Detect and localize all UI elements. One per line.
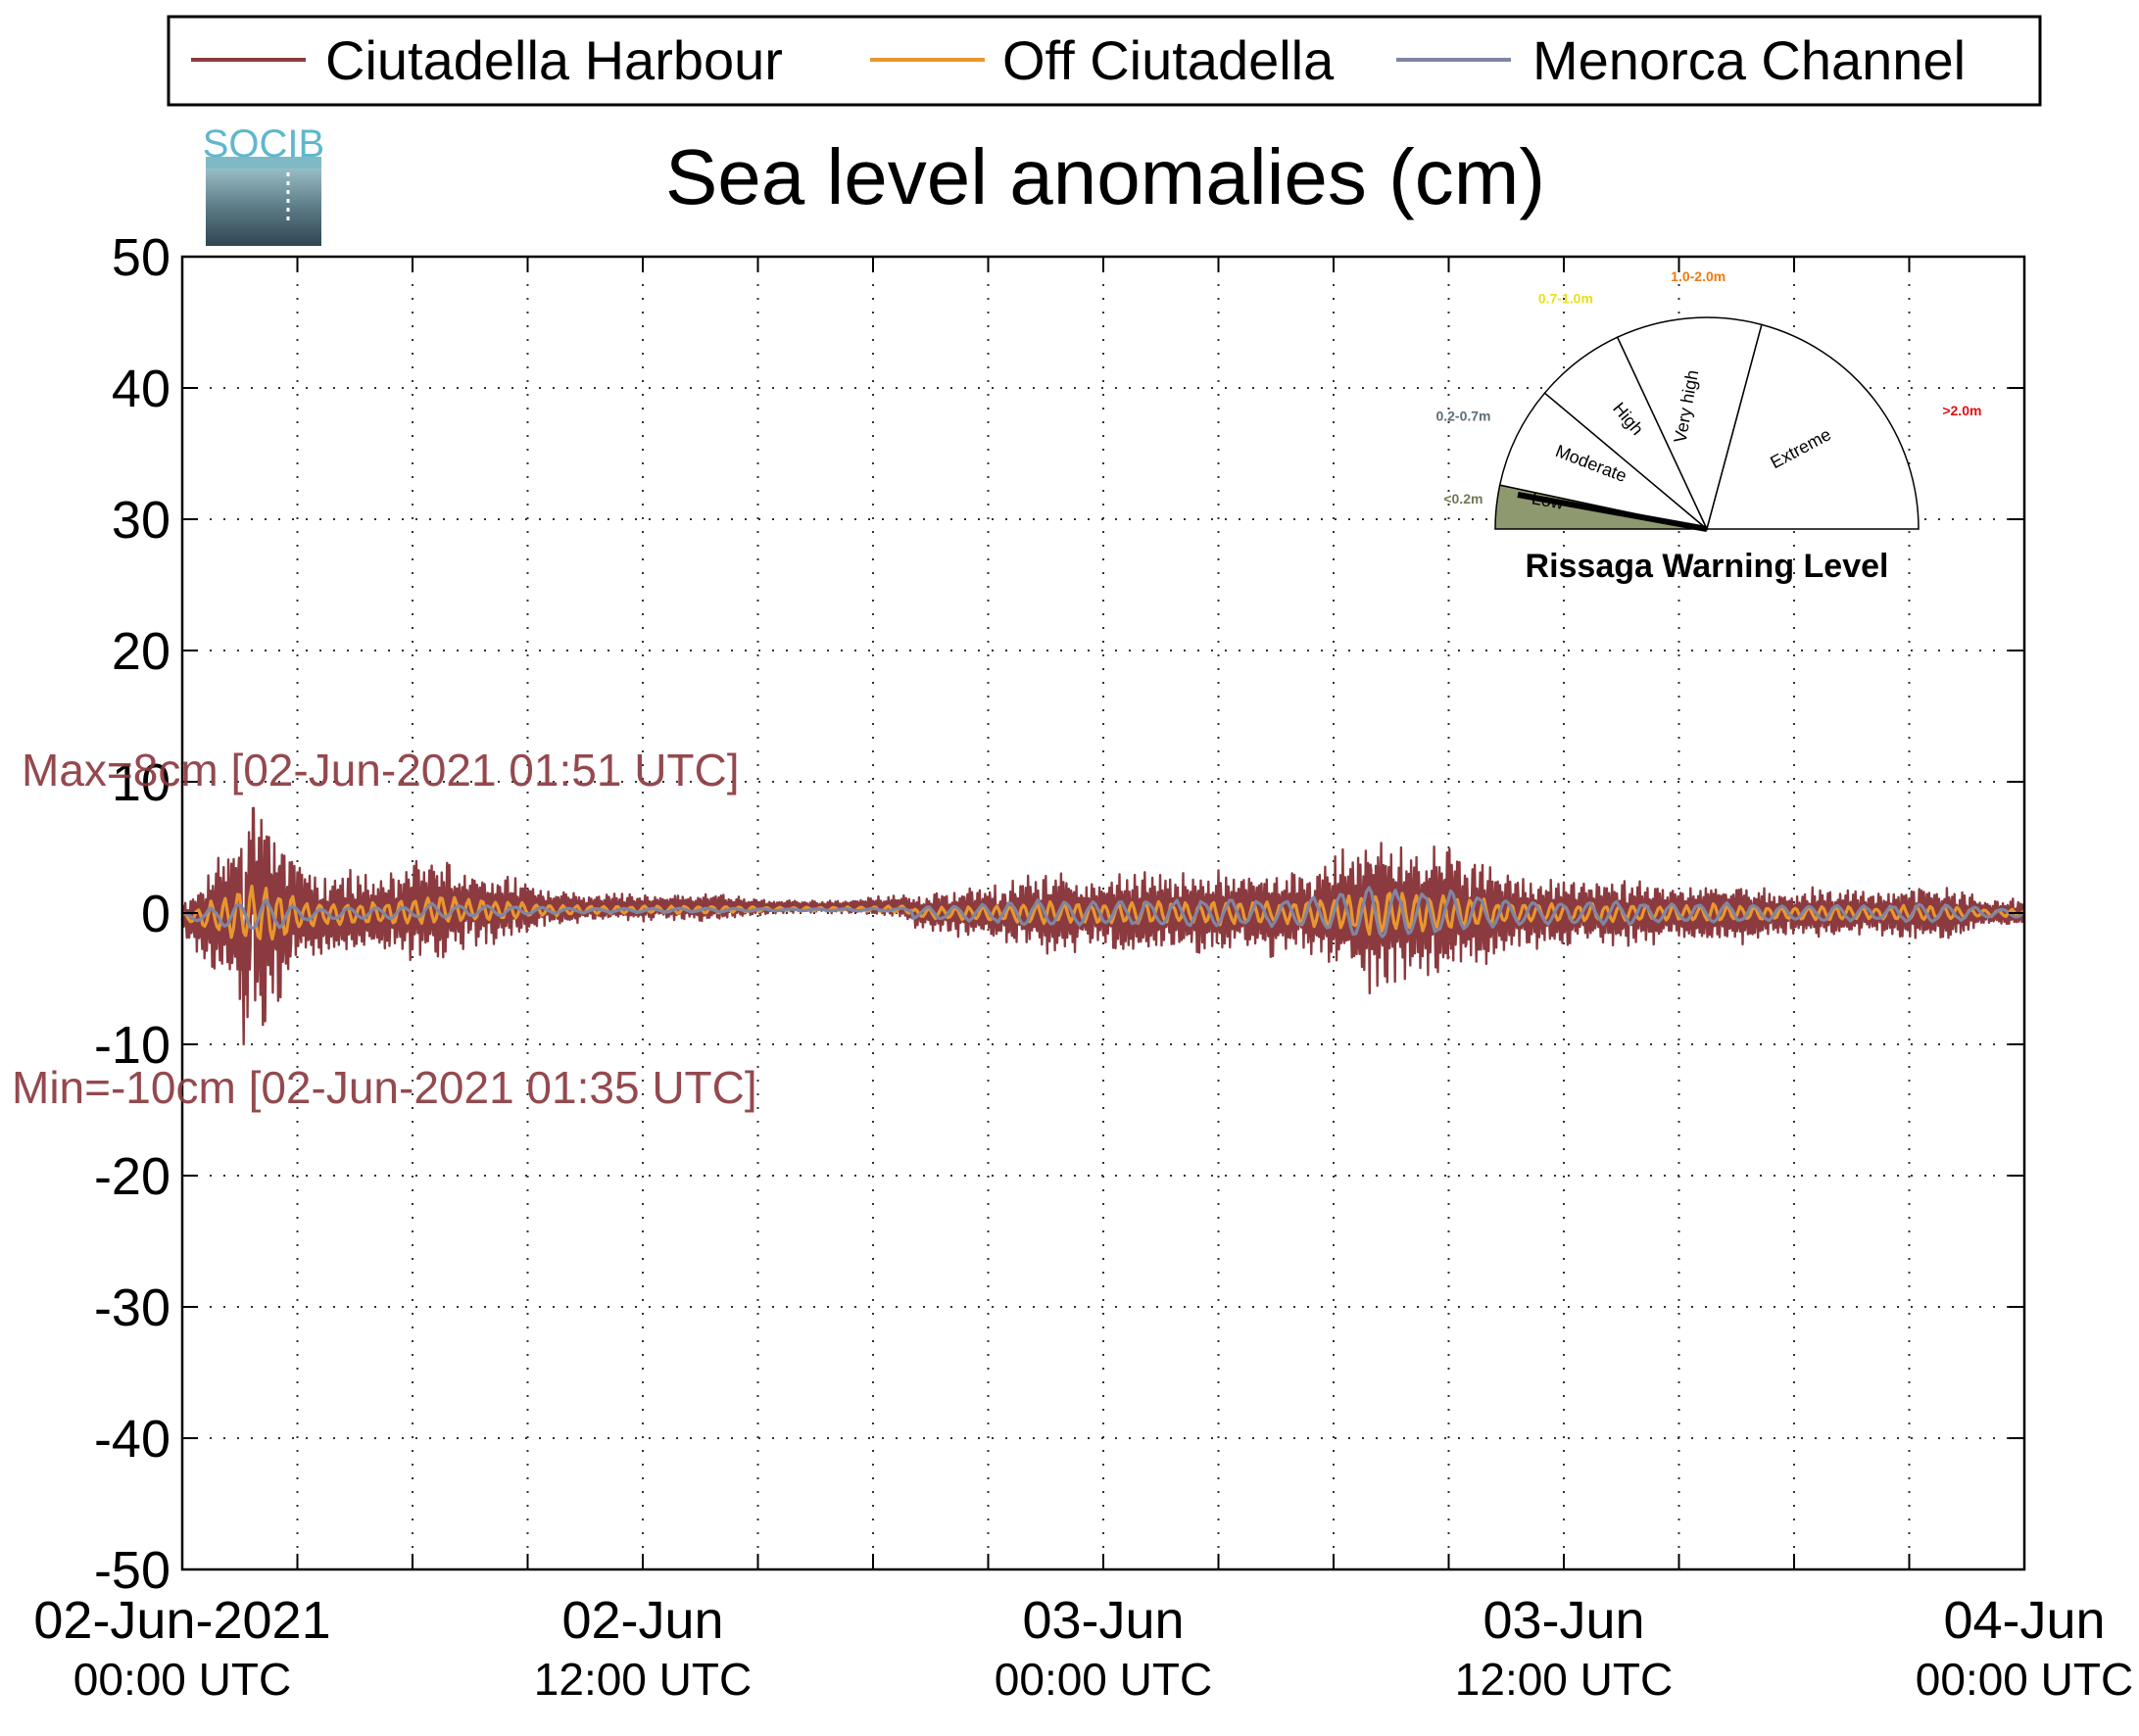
gauge-sector-very-high bbox=[1616, 316, 1763, 532]
legend-box bbox=[167, 15, 2042, 107]
x-tick-label-date: 02-Jun-2021 bbox=[33, 1591, 330, 1650]
socib-logo: SOCIB bbox=[203, 122, 324, 246]
logo-text: SOCIB bbox=[203, 122, 324, 166]
y-tick-label: 0 bbox=[141, 885, 170, 943]
gauge-range-label: 0.7-1.0m bbox=[1538, 290, 1593, 306]
gauge-needle bbox=[1517, 492, 1708, 532]
gauge-sector-extreme bbox=[1706, 323, 1920, 530]
gauge-range-label: >2.0m bbox=[1942, 403, 1981, 418]
gauge-range-label: 0.2-0.7m bbox=[1435, 408, 1490, 423]
y-tick-label: 40 bbox=[112, 360, 170, 418]
y-tick-label: 50 bbox=[112, 228, 170, 287]
min-annotation: Min=-10cm [02-Jun-2021 01:35 UTC] bbox=[12, 1062, 757, 1113]
series-layer bbox=[180, 806, 2026, 1046]
x-tick-label-time: 00:00 UTC bbox=[73, 1654, 291, 1705]
x-tick-label-date: 02-Jun bbox=[561, 1591, 723, 1650]
x-tick-label-date: 03-Jun bbox=[1483, 1591, 1644, 1650]
chart-title: Sea level anomalies (cm) bbox=[665, 133, 1545, 220]
rissaga-warning-gauge: Low<0.2mModerate0.2-0.7mHigh0.7-1.0mVery… bbox=[1435, 268, 1981, 585]
legend-label-menorca-channel: Menorca Channel bbox=[1532, 29, 1966, 91]
axis-ticks bbox=[182, 256, 2024, 1570]
logo-band bbox=[206, 157, 321, 169]
x-tick-label-time: 00:00 UTC bbox=[1916, 1654, 2133, 1705]
x-tick-label-date: 03-Jun bbox=[1022, 1591, 1184, 1650]
y-tick-label: 30 bbox=[112, 491, 170, 550]
y-tick-label: -30 bbox=[94, 1278, 170, 1337]
y-tick-label: -20 bbox=[94, 1147, 170, 1206]
max-annotation: Max=8cm [02-Jun-2021 01:51 UTC] bbox=[22, 745, 740, 796]
gauge-range-label: <0.2m bbox=[1443, 491, 1483, 506]
legend-label-ciutadella-harbour: Ciutadella Harbour bbox=[325, 29, 783, 91]
legend-label-off-ciutadella: Off Ciutadella bbox=[1002, 29, 1335, 91]
legend: Ciutadella Harbour Off Ciutadella Menorc… bbox=[167, 15, 2042, 107]
y-tick-labels: 50 40 30 20 10 0 -10 -20 -30 -40 -50 bbox=[94, 228, 170, 1600]
x-tick-label-time: 12:00 UTC bbox=[534, 1654, 752, 1705]
y-tick-label: -10 bbox=[94, 1016, 170, 1075]
gauge-sector-moderate bbox=[1498, 392, 1708, 530]
series-line-menorca-channel bbox=[181, 886, 2026, 939]
gauge-title: Rissaga Warning Level bbox=[1526, 548, 1889, 585]
x-tick-label-date: 04-Jun bbox=[1943, 1591, 2105, 1650]
series-line-off-ciutadella bbox=[181, 884, 2026, 941]
logo-block bbox=[206, 165, 321, 246]
y-tick-label: 10 bbox=[112, 753, 170, 812]
x-tick-label-time: 00:00 UTC bbox=[995, 1654, 1212, 1705]
y-tick-label: 20 bbox=[112, 622, 170, 681]
gauge-range-label: 1.0-2.0m bbox=[1671, 268, 1726, 284]
y-tick-label: -40 bbox=[94, 1410, 170, 1469]
gauge-sectors: Low<0.2mModerate0.2-0.7mHigh0.7-1.0mVery… bbox=[1435, 268, 1981, 532]
y-tick-label: -50 bbox=[94, 1541, 170, 1600]
x-tick-label-time: 12:00 UTC bbox=[1455, 1654, 1673, 1705]
